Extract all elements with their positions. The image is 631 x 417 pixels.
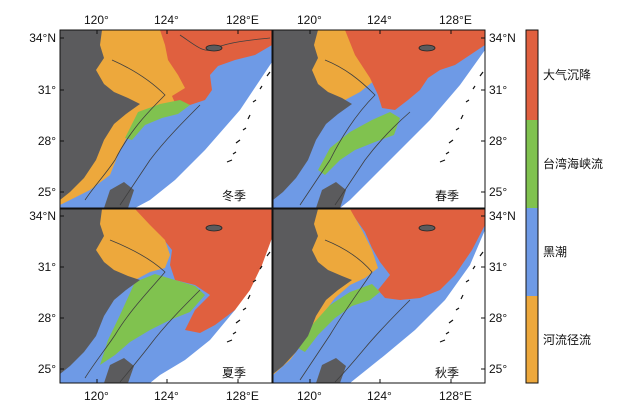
region-taiwan-strait xyxy=(125,100,190,140)
y-tick-label-right: 34°N xyxy=(489,31,516,45)
bathymetry-contour xyxy=(84,59,166,201)
x-tick-label-bottom: 128°E xyxy=(439,389,472,403)
panel-frame xyxy=(272,208,486,384)
bathymetry-contour xyxy=(119,289,201,383)
season-label-summer: 夏季 xyxy=(222,366,246,380)
bathymetry-contour xyxy=(334,299,411,383)
season-label-winter: 冬季 xyxy=(222,188,246,203)
colorbar-label: 黑潮 xyxy=(543,244,567,259)
panel-autumn xyxy=(273,209,485,383)
season-label-autumn: 秋季 xyxy=(435,366,459,380)
colorbar-segment-taiwan-strait xyxy=(526,120,538,208)
bathymetry-contour xyxy=(334,111,411,206)
x-tick-label-top: 128°E xyxy=(439,13,472,27)
land-taiwan xyxy=(104,358,134,383)
colorbar-label: 大气沉降 xyxy=(543,67,591,82)
ryukyu-islands xyxy=(226,71,271,163)
land-taiwan xyxy=(104,182,134,208)
colorbar-label: 台湾海峡流 xyxy=(543,156,603,171)
x-tick-label-bottom: 124° xyxy=(367,389,392,403)
tick-marks xyxy=(60,30,485,383)
bathymetry-contour xyxy=(299,59,376,206)
x-tick-label-top: 124° xyxy=(154,13,179,27)
x-tick-label-top: 120° xyxy=(297,13,322,27)
land-taiwan xyxy=(316,358,346,383)
x-tick-label-bottom: 124° xyxy=(154,389,179,403)
panel-frame xyxy=(59,208,273,384)
x-tick-label-top: 124° xyxy=(367,13,392,27)
ryukyu-islands xyxy=(439,71,484,163)
ryukyu-islands xyxy=(226,251,271,343)
x-tick-label-bottom: 120° xyxy=(84,389,109,403)
ryukyu-islands xyxy=(439,251,484,343)
land-mass xyxy=(60,30,140,200)
y-tick-label-right: 28° xyxy=(489,311,507,325)
bathymetry-contour xyxy=(119,104,201,206)
panel-summer xyxy=(60,209,272,383)
y-tick-label-left: 31° xyxy=(38,83,56,97)
x-tick-label-bottom: 120° xyxy=(297,389,322,403)
y-tick-label-left: 25° xyxy=(38,185,56,199)
jeju-island xyxy=(205,44,223,52)
x-tick-label-top: 128°E xyxy=(226,13,259,27)
x-tick-label-top: 120° xyxy=(84,13,109,27)
bathymetry-contour xyxy=(84,239,166,379)
colorbar-segment-atmospheric xyxy=(526,30,538,120)
x-tick-label-bottom: 128°E xyxy=(226,389,259,403)
colorbar-legend: 大气沉降 台湾海峡流 黑潮 河流径流 xyxy=(525,29,603,384)
y-tick-label-left: 34°N xyxy=(29,31,56,45)
land-mass xyxy=(273,30,352,200)
panel-frame xyxy=(59,29,273,209)
y-tick-label-right: 34°N xyxy=(489,209,516,223)
y-tick-label-left: 25° xyxy=(38,362,56,376)
bathymetry-contour xyxy=(299,239,373,381)
jeju-island xyxy=(418,224,436,232)
y-tick-label-left: 31° xyxy=(38,260,56,274)
region-taiwan-strait xyxy=(100,274,205,365)
y-tick-label-right: 28° xyxy=(489,134,507,148)
y-tick-label-left: 34°N xyxy=(29,209,56,223)
colorbar-frame xyxy=(525,29,539,384)
land-mass xyxy=(273,209,352,374)
y-tick-label-right: 31° xyxy=(489,260,507,274)
land-mass xyxy=(60,209,140,374)
colorbar-segment-kuroshio xyxy=(526,208,538,296)
colorbar-segment-river xyxy=(526,296,538,383)
panel-spring xyxy=(273,30,485,208)
land-taiwan xyxy=(316,182,346,208)
region-taiwan-strait xyxy=(298,284,380,352)
region-atmospheric-deposition xyxy=(130,209,272,333)
panel-winter xyxy=(60,30,272,208)
y-tick-label-left: 28° xyxy=(38,134,56,148)
region-atmospheric-deposition xyxy=(345,30,485,110)
season-label-spring: 春季 xyxy=(435,189,459,203)
y-tick-label-right: 25° xyxy=(489,185,507,199)
y-tick-label-right: 25° xyxy=(489,362,507,376)
y-tick-label-left: 28° xyxy=(38,311,56,325)
region-taiwan-strait xyxy=(318,112,400,175)
panel-frame xyxy=(272,29,486,209)
region-atmospheric-deposition xyxy=(160,30,272,105)
region-atmospheric-deposition xyxy=(345,209,485,300)
y-tick-label-right: 31° xyxy=(489,83,507,97)
colorbar-label: 河流径流 xyxy=(543,333,591,347)
jeju-island xyxy=(205,224,223,232)
jeju-island xyxy=(418,44,436,52)
